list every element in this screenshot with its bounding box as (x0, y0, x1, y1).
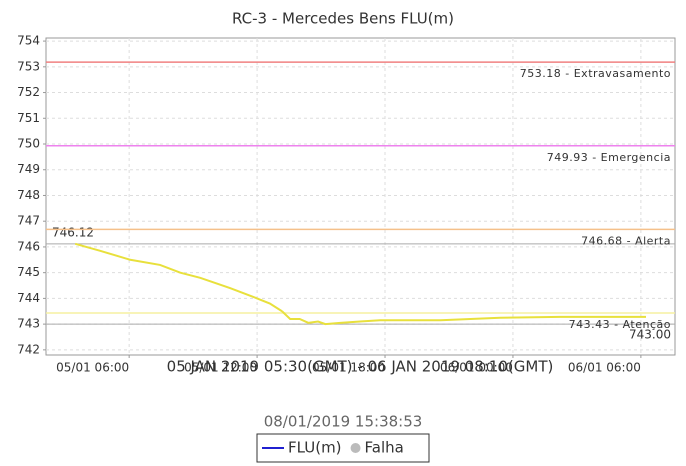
threshold-label: 753.18 - Extravasamento (520, 67, 671, 80)
y-tick-label: 749 (17, 162, 40, 176)
y-tick-label: 743 (17, 317, 40, 331)
y-tick-label: 745 (17, 265, 40, 279)
legend-label: Falha (365, 439, 404, 457)
y-tick-label: 742 (17, 342, 40, 356)
threshold-label: 746.68 - Alerta (581, 234, 671, 247)
y-tick-label: 752 (17, 85, 40, 99)
extreme-label: 746.12 (52, 225, 94, 239)
chart-title: RC-3 - Mercedes Bens FLU(m) (232, 10, 454, 28)
extreme-label: 743.00 (629, 328, 671, 342)
legend-box (256, 433, 430, 463)
x-tick-label: 06/01 00:00 (440, 361, 513, 375)
x-tick-label: 05/01 12:00 (184, 361, 257, 375)
x-tick-label: 05/01 18:00 (312, 361, 385, 375)
y-tick-label: 750 (17, 137, 40, 151)
x-tick-label: 05/01 06:00 (56, 361, 129, 375)
legend-label: FLU(m) (288, 439, 342, 457)
y-tick-label: 748 (17, 188, 40, 202)
y-tick-label: 753 (17, 59, 40, 73)
subtitle: 08/01/2019 15:38:53 (264, 413, 423, 431)
y-tick-label: 751 (17, 111, 40, 125)
y-tick-label: 746 (17, 239, 40, 253)
y-tick-label: 744 (17, 291, 40, 305)
x-axis-label: 05 JAN 2019 05:30(GMT) - 06 JAN 2019 08:… (167, 358, 554, 376)
series-line (281, 310, 647, 326)
x-tick-label: 06/01 06:00 (568, 361, 641, 375)
series-line (74, 242, 283, 313)
y-tick-label: 747 (17, 214, 40, 228)
threshold-label: 749.93 - Emergencia (547, 151, 671, 164)
threshold-label: 743.43 - Atenção (569, 318, 671, 331)
legend-swatch (350, 443, 361, 453)
y-tick-label: 754 (17, 34, 40, 48)
plot-area (45, 37, 676, 356)
